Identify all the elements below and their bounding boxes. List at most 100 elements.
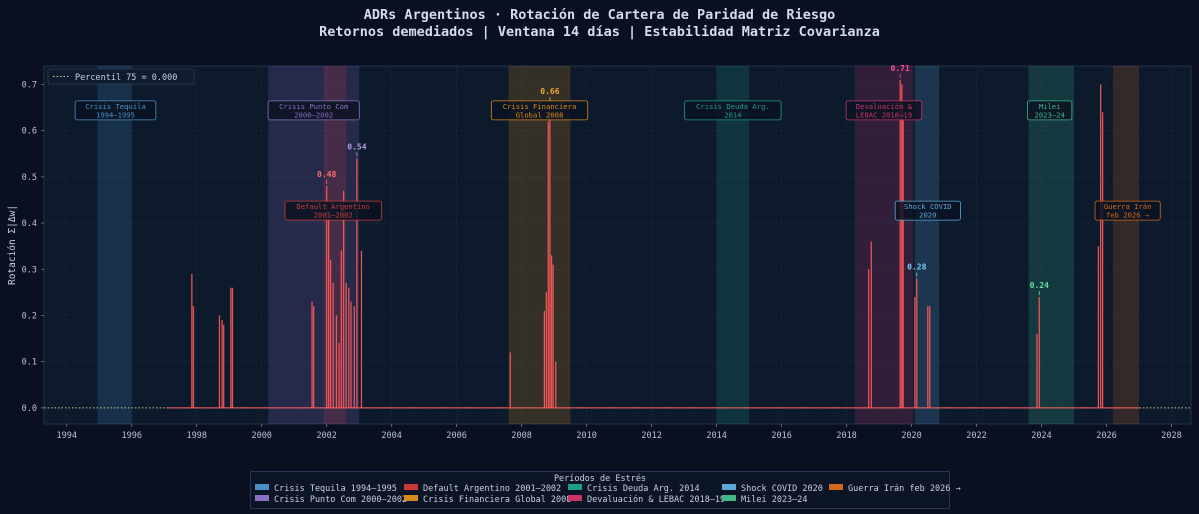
legend-item-puntocom: Crisis Punto Com 2000–2002 (255, 495, 407, 505)
legend-swatch (255, 484, 269, 490)
x-tick-label: 2000 (251, 431, 271, 441)
legend-swatch (722, 495, 736, 501)
x-tick-label: 2022 (966, 431, 986, 441)
period-label-line: Milei (1039, 102, 1061, 111)
period-label: Default Argentino 2001–2002 (296, 202, 370, 220)
legend-item-default: Default Argentino 2001–2002 (404, 484, 561, 494)
legend-item-tequila: Crisis Tequila 1994–1995 (255, 484, 397, 494)
period-label-box (684, 100, 782, 121)
legend-swatch (255, 495, 269, 501)
period-label: Milei 2023–24 (1035, 102, 1065, 120)
peak-label: 0.24 (1030, 281, 1049, 290)
period-label: Shock COVID 2020 (904, 202, 952, 220)
x-tick-label: 2012 (641, 431, 661, 441)
legend-swatch (829, 484, 843, 490)
period-label-line: 2023–24 (1035, 110, 1065, 119)
period-label-line: Guerra Irán (1104, 202, 1152, 211)
y-tick-label: 0.7 (22, 80, 37, 90)
y-tick-label: 0.5 (22, 173, 37, 183)
period-band-4 (716, 66, 750, 424)
legend-item-lebac: Devaluación & LEBAC 2018–19 (568, 495, 725, 505)
x-tick-label: 2020 (901, 431, 921, 441)
peak-label: 0.66 (540, 87, 559, 96)
peak-label: 0.28 (907, 262, 926, 271)
period-label-box (284, 200, 382, 221)
legend-item-gfc: Crisis Financiera Global 2008 (404, 495, 571, 505)
y-tick-label: 0.1 (22, 358, 37, 368)
y-tick-label: 0.6 (22, 127, 37, 137)
legend-item-deuda: Crisis Deuda Arg. 2014 (568, 484, 700, 494)
x-tick-label: 2018 (836, 431, 856, 441)
period-label-line: Crisis Tequila (85, 102, 146, 111)
peak-label: 0.71 (891, 64, 910, 73)
period-label-line: Crisis Financiera (503, 102, 577, 111)
period-band-7 (1028, 66, 1075, 424)
x-tick-label: 2024 (1031, 431, 1051, 441)
period-band-0 (97, 66, 132, 424)
y-axis-label: Rotación Σ|Δw| (7, 205, 18, 285)
chart-title: ADRs Argentinos · Rotación de Cartera de… (363, 7, 836, 23)
legend-item-covid: Shock COVID 2020 (722, 484, 823, 494)
period-label-line: 2000–2002 (294, 110, 333, 119)
period-label-box (845, 100, 923, 121)
period-label: Guerra Irán feb 2026 → (1104, 202, 1152, 220)
period-band-3 (508, 66, 571, 424)
x-tick-label: 2014 (706, 431, 726, 441)
x-tick-label: 2016 (771, 431, 791, 441)
period-label-line: Crisis Punto Com (279, 102, 348, 111)
percentile-legend-box (47, 68, 195, 85)
legend-swatch (404, 484, 418, 490)
period-label: Crisis Tequila 1994–1995 (85, 102, 146, 120)
legend-swatch (568, 484, 582, 490)
legend: Períodos de Estrés Crisis Tequila 1994–1… (250, 471, 961, 509)
legend-item-milei: Milei 2023–24 (722, 495, 808, 505)
period-label-line: Default Argentino (296, 202, 370, 211)
x-tick-label: 2026 (1096, 431, 1116, 441)
period-label-line: Shock COVID (904, 202, 952, 211)
period-label: Crisis Deuda Arg. 2014 (696, 102, 770, 120)
x-tick-label: 1994 (57, 431, 77, 441)
period-label-box (894, 200, 961, 221)
period-label: Crisis Financiera Global 2008 (503, 102, 577, 120)
period-label-line: Crisis Deuda Arg. (696, 102, 770, 111)
period-label-line: 1994–1995 (96, 110, 135, 119)
legend-swatch (404, 495, 418, 501)
percentile-legend-label: Percentil 75 = 0.000 (75, 73, 177, 83)
legend-title: Períodos de Estrés (553, 474, 647, 484)
x-tick-label: 2004 (381, 431, 401, 441)
period-label: Crisis Punto Com 2000–2002 (279, 102, 348, 120)
period-label-box (1027, 100, 1073, 121)
legend-swatch (568, 495, 582, 501)
x-tick-label: 2008 (511, 431, 531, 441)
period-label-box (1094, 200, 1161, 221)
period-label-line: Global 2008 (516, 110, 564, 119)
x-tick-label: 1998 (186, 431, 206, 441)
period-band-8 (1113, 66, 1140, 424)
x-tick-label: 2002 (316, 431, 336, 441)
period-label-line: 2014 (724, 110, 741, 119)
period-label-box (74, 100, 157, 121)
peak-label: 0.54 (347, 142, 366, 151)
period-label-line: Devaluación & (856, 102, 913, 111)
y-tick-label: 0.2 (22, 311, 37, 321)
y-tick-label: 0.0 (22, 404, 37, 414)
period-label-line: LEBAC 2018–19 (856, 110, 912, 119)
period-label: Devaluación & LEBAC 2018–19 (856, 102, 913, 120)
period-band-6 (914, 66, 940, 424)
period-label-box (267, 100, 360, 121)
legend-swatch (722, 484, 736, 490)
legend-item-iran: Guerra Irán feb 2026 → (829, 484, 961, 494)
y-tick-label: 0.4 (22, 219, 37, 229)
x-tick-label: 2006 (446, 431, 466, 441)
y-tick-label: 0.3 (22, 265, 37, 275)
period-label-line: feb 2026 → (1106, 211, 1150, 220)
x-tick-label: 1996 (121, 431, 141, 441)
plot-area (43, 65, 1192, 425)
chart-subtitle: Retornos demediados | Ventana 14 días | … (319, 24, 880, 40)
period-label-line: 2001–2002 (314, 211, 353, 220)
period-label-box (490, 100, 589, 121)
x-tick-label: 2010 (576, 431, 596, 441)
x-tick-label: 2028 (1161, 431, 1181, 441)
peak-label: 0.48 (317, 170, 336, 179)
